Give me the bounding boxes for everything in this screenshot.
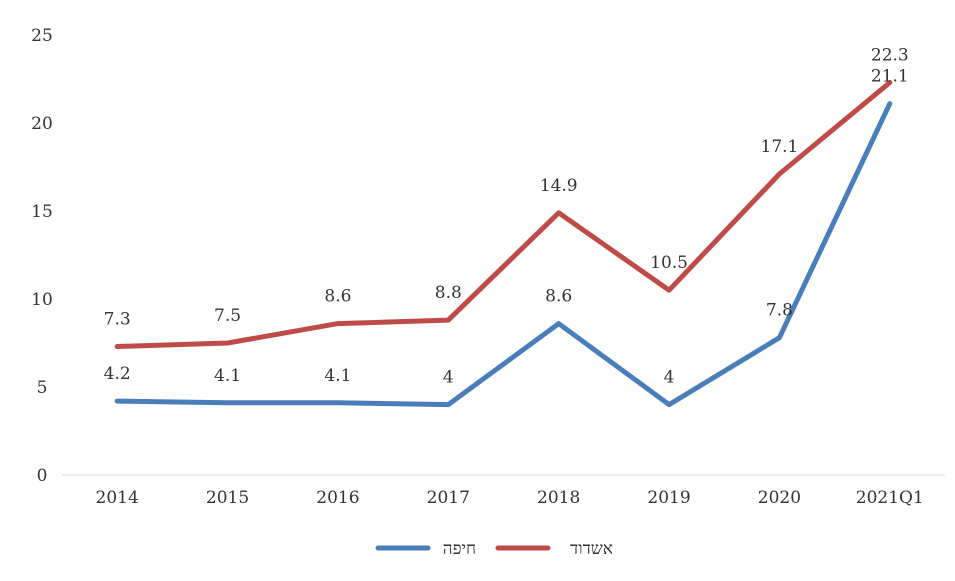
x-axis-ticks: 2014 2015 2016 2017 2018 2019 2020 2021Q1 bbox=[96, 488, 924, 508]
x-tick-label: 2014 bbox=[96, 488, 139, 508]
series-lines bbox=[114, 80, 893, 408]
data-label-series-0: 4.2 bbox=[104, 364, 131, 384]
data-label-series-0: 4 bbox=[443, 368, 454, 388]
data-label-series-1: 10.5 bbox=[650, 253, 688, 273]
legend-label-0: חיפה bbox=[443, 539, 476, 559]
data-label-series-1: 14.9 bbox=[540, 176, 578, 196]
data-label-series-0: 4.1 bbox=[214, 366, 241, 386]
data-label-series-0: 4.1 bbox=[324, 366, 351, 386]
series-line-0 bbox=[114, 101, 893, 408]
legend-label-1: אשדוד bbox=[570, 539, 613, 559]
data-label-series-0: 21.1 bbox=[871, 67, 909, 87]
y-tick-label: 25 bbox=[31, 26, 53, 46]
data-label-series-1: 7.3 bbox=[104, 310, 131, 330]
y-tick-label: 0 bbox=[37, 466, 48, 486]
data-labels: 4.2 4.1 4.1 4 8.6 4 7.8 21.1 7.3 7.5 8.6 8.8 14.9 10.… bbox=[104, 46, 909, 388]
x-tick-label: 2015 bbox=[206, 488, 249, 508]
data-label-series-0: 7.8 bbox=[766, 301, 793, 321]
y-tick-label: 15 bbox=[31, 202, 53, 222]
data-label-series-1: 7.5 bbox=[214, 306, 241, 326]
x-tick-label: 2017 bbox=[427, 488, 470, 508]
y-axis-ticks: 0 5 10 15 20 25 bbox=[31, 26, 53, 486]
series-line-1 bbox=[114, 80, 893, 349]
data-label-series-1: 8.6 bbox=[324, 287, 351, 307]
x-tick-label: 2016 bbox=[316, 488, 359, 508]
x-tick-label: 2021Q1 bbox=[856, 488, 924, 508]
legend: חיפה אשדוד bbox=[375, 539, 613, 559]
y-tick-label: 10 bbox=[31, 290, 53, 310]
x-tick-label: 2018 bbox=[537, 488, 580, 508]
y-tick-label: 20 bbox=[31, 114, 53, 134]
data-label-series-1: 8.8 bbox=[435, 283, 462, 303]
x-tick-label: 2019 bbox=[647, 488, 690, 508]
data-label-series-0: 4 bbox=[664, 368, 675, 388]
data-label-series-1: 22.3 bbox=[871, 46, 909, 66]
x-tick-label: 2020 bbox=[758, 488, 801, 508]
y-tick-label: 5 bbox=[37, 378, 48, 398]
data-label-series-1: 17.1 bbox=[761, 137, 799, 157]
data-label-series-0: 8.6 bbox=[545, 287, 572, 307]
